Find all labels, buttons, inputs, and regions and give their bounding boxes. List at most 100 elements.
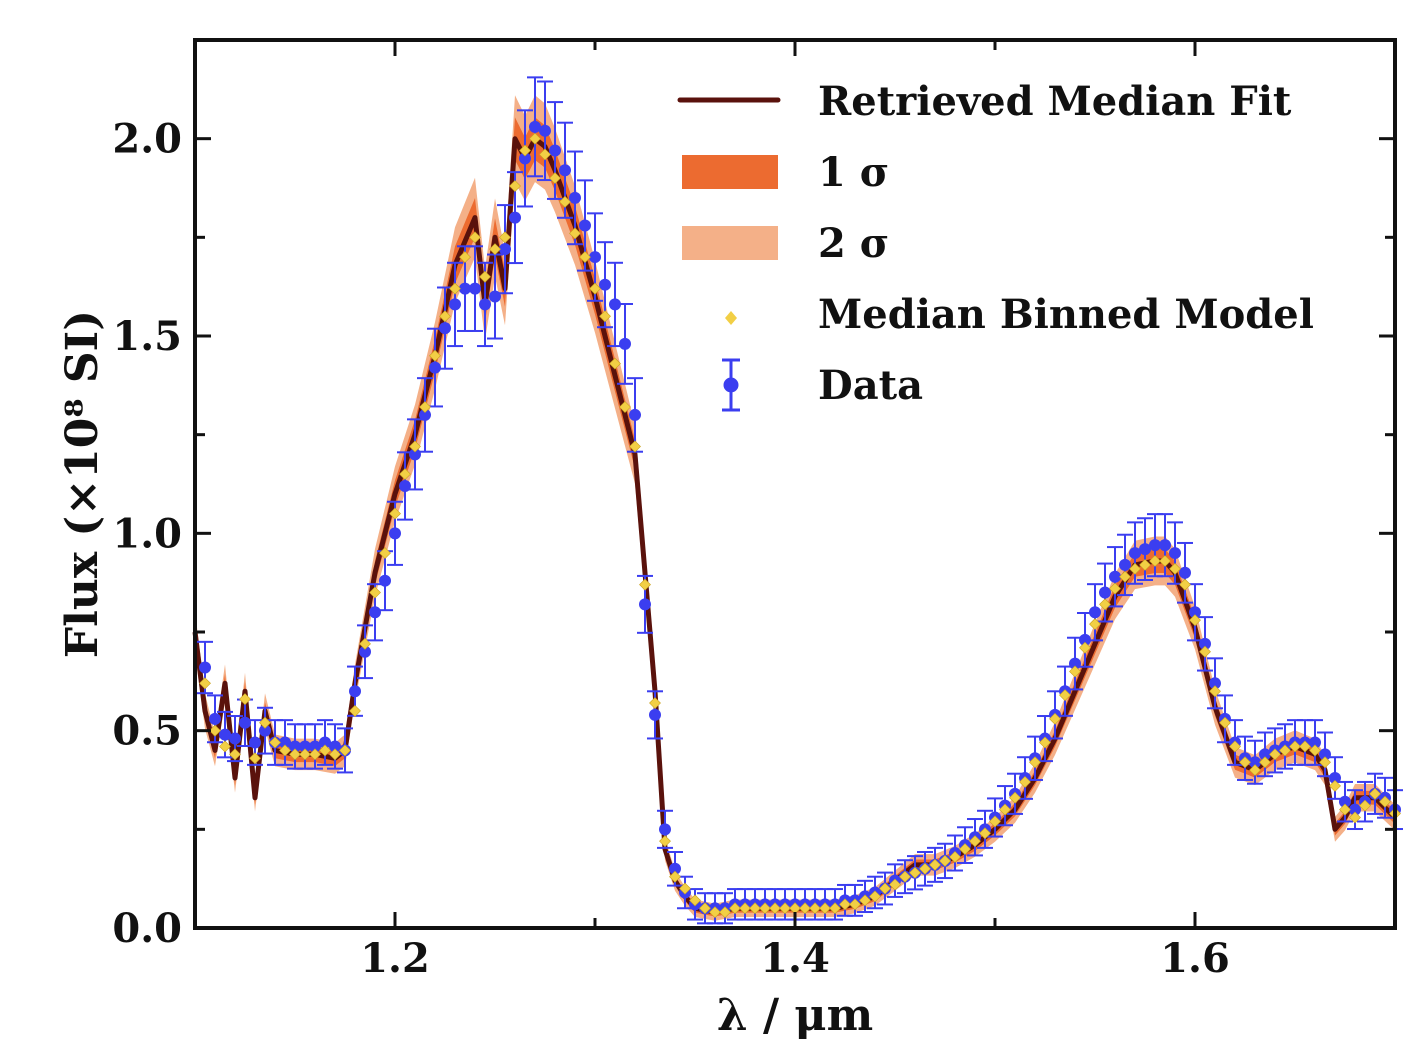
data-point <box>639 598 651 611</box>
binned-model-marker <box>1029 756 1041 769</box>
data-point <box>329 740 341 753</box>
x-tick-label: 1.2 <box>360 935 430 982</box>
binned-model-marker <box>1229 740 1241 753</box>
data-point <box>479 298 491 311</box>
data-point <box>1159 539 1171 552</box>
binned-model-marker <box>859 894 871 907</box>
y-tick-label: 2.0 <box>112 116 182 163</box>
binned-model-marker <box>349 705 361 717</box>
binned-model-marker <box>839 898 851 911</box>
binned-model-marker <box>669 870 681 883</box>
legend-sigma1-label: 1 σ <box>818 149 889 196</box>
binned-model-marker <box>499 231 511 244</box>
data-point <box>1319 748 1331 761</box>
binned-model-marker <box>1099 598 1111 611</box>
binned-model-marker <box>889 878 901 891</box>
binned-model-marker <box>239 693 251 706</box>
legend-data-label: Data <box>818 362 923 409</box>
binned-model-marker <box>269 736 281 749</box>
binned-model-marker <box>309 748 321 761</box>
binned-model-marker <box>519 144 531 157</box>
data-point <box>589 251 601 264</box>
binned-model-marker <box>629 440 641 453</box>
data-point <box>219 728 231 741</box>
binned-model-marker <box>759 902 771 915</box>
data-point <box>239 716 251 729</box>
binned-model-marker <box>1219 716 1231 729</box>
binned-model-marker <box>809 902 821 915</box>
binned-model-marker <box>419 401 431 413</box>
binned-model-marker <box>1259 756 1271 769</box>
data-point <box>549 144 561 157</box>
binned-model-marker <box>649 697 661 709</box>
binned-model-marker <box>1089 618 1101 631</box>
binned-model-marker <box>449 282 461 295</box>
binned-model-marker <box>1369 787 1381 800</box>
data-point <box>459 282 471 295</box>
binned-model-marker <box>979 827 991 840</box>
binned-model-marker <box>509 180 521 192</box>
binned-model-marker <box>229 748 241 761</box>
data-point <box>489 290 501 303</box>
data-point <box>369 606 381 619</box>
binned-model-marker <box>619 401 631 413</box>
data-point <box>1069 657 1081 670</box>
data-point <box>1259 748 1271 761</box>
binned-model-marker <box>439 310 451 323</box>
legend-binned-swatch <box>725 311 737 325</box>
x-axis-label: λ / μm <box>717 990 873 1041</box>
binned-model-marker <box>949 851 961 863</box>
data-point <box>199 661 211 674</box>
binned-model-marker <box>819 902 831 915</box>
data-point <box>299 740 311 753</box>
legend-sigma2-label: 2 σ <box>818 220 889 267</box>
data-point <box>649 708 661 721</box>
data-point <box>1309 736 1321 749</box>
data-point <box>1139 543 1151 556</box>
binned-model-marker <box>939 854 951 867</box>
data-point <box>279 736 291 749</box>
binned-model-marker <box>489 243 501 256</box>
binned-model-marker <box>1359 799 1371 812</box>
binned-model-marker <box>1209 685 1221 698</box>
data-point <box>1099 586 1111 599</box>
data-point <box>379 574 391 587</box>
binned-model-marker <box>1239 756 1251 769</box>
data-point <box>419 408 431 421</box>
median-fit-path <box>192 136 1397 915</box>
binned-model-marker <box>1349 811 1361 824</box>
data-points <box>199 120 1401 915</box>
axis-ticks <box>193 38 1397 930</box>
binned-model-marker <box>359 637 371 650</box>
binned-model-marker <box>459 251 471 263</box>
data-point <box>289 740 301 753</box>
binned-model-marker <box>369 586 381 599</box>
data-point <box>609 298 621 311</box>
sigma1-band <box>195 117 1395 917</box>
binned-model-marker <box>339 744 351 757</box>
data-point <box>249 736 261 749</box>
binned-model-marker <box>1299 740 1311 753</box>
binned-model-marker <box>799 902 811 915</box>
data-point <box>1209 677 1221 690</box>
binned-model-marker <box>389 507 401 520</box>
legend-data-swatch <box>722 358 740 412</box>
binned-model-marker <box>1059 689 1071 702</box>
plot-frame <box>193 38 1397 930</box>
binned-model-markers <box>199 132 1401 919</box>
data-point <box>1089 606 1101 619</box>
data-point <box>599 278 611 291</box>
binned-model-marker <box>999 803 1011 816</box>
binned-model-marker <box>1329 779 1341 792</box>
binned-model-marker <box>989 815 1001 828</box>
tick-labels: 1.2 1.4 1.6 0.0 0.5 1.0 1.5 2.0 <box>112 116 1229 982</box>
binned-model-marker <box>209 724 221 737</box>
binned-model-marker <box>929 858 941 871</box>
binned-model-marker <box>729 902 741 915</box>
binned-model-marker <box>319 744 331 757</box>
binned-model-marker <box>869 890 881 903</box>
data-point <box>1329 772 1341 785</box>
binned-model-marker <box>589 282 601 295</box>
binned-model-marker <box>469 231 481 244</box>
